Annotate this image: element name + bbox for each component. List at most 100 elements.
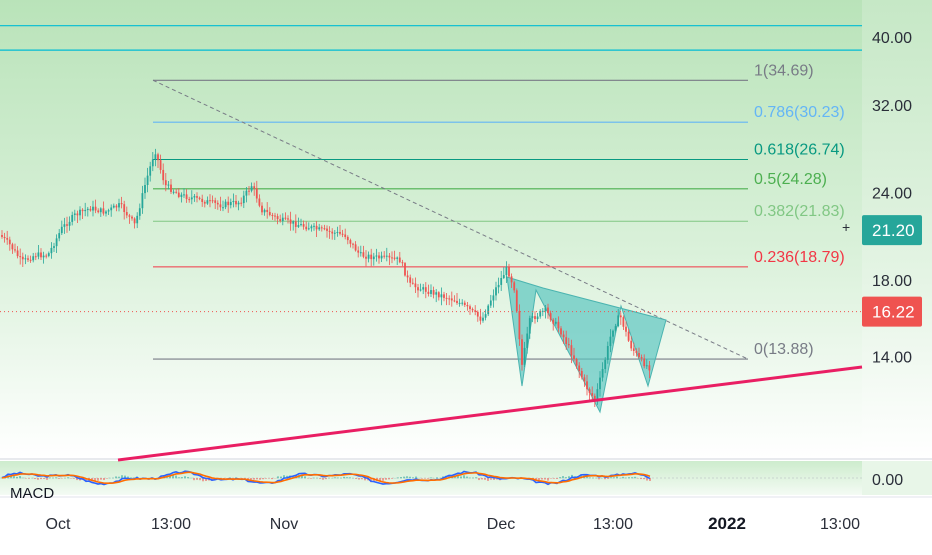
macd-histogram-bar (625, 478, 627, 479)
macd-histogram-bar (49, 477, 51, 478)
macd-indicator-label[interactable]: MACD (10, 485, 54, 502)
macd-histogram-bar (595, 478, 597, 479)
macd-histogram-bar (181, 477, 183, 478)
macd-histogram-bar (100, 478, 102, 480)
macd-histogram-bar (610, 477, 612, 478)
macd-histogram-bar (28, 478, 30, 479)
macd-histogram-bar (640, 478, 642, 479)
macd-histogram-bar (16, 477, 18, 478)
macd-histogram-bar (34, 478, 36, 479)
macd-histogram-bar (538, 478, 540, 480)
macd-histogram-bar (46, 478, 48, 480)
macd-histogram-bar (187, 477, 189, 478)
macd-histogram-bar (634, 477, 636, 478)
macd-histogram-bar (259, 478, 261, 480)
macd-histogram-bar (310, 478, 312, 479)
macd-histogram-bar (355, 478, 357, 479)
fib-level-label: 0(13.88) (754, 341, 814, 358)
macd-histogram-bar (553, 478, 555, 479)
time-tick-label: 2022 (708, 514, 746, 533)
macd-histogram-bar (271, 478, 273, 479)
macd-histogram-bar (97, 478, 99, 481)
price-badge: 21.20 (862, 215, 922, 245)
macd-histogram-bar (397, 477, 399, 478)
macd-histogram-bar (106, 478, 108, 479)
macd-histogram-bar (412, 477, 414, 478)
fib-level-label: 0.382(21.83) (754, 203, 845, 220)
time-tick-label: Oct (46, 516, 71, 533)
macd-histogram-bar (43, 478, 45, 479)
macd-histogram-bar (556, 478, 558, 479)
time-tick-label: 13:00 (151, 516, 191, 533)
macd-histogram-bar (559, 477, 561, 478)
macd-histogram-bar (184, 476, 186, 478)
macd-histogram-bar (256, 478, 258, 479)
macd-histogram-bar (40, 478, 42, 479)
macd-histogram-bar (253, 478, 255, 480)
macd-histogram-bar (58, 478, 60, 479)
macd-histogram-bar (403, 477, 405, 479)
macd-histogram-bar (589, 477, 591, 478)
macd-histogram-bar (343, 477, 345, 478)
macd-histogram-bar (562, 476, 564, 478)
macd-histogram-bar (604, 478, 606, 479)
macd-histogram-bar (436, 477, 438, 478)
macd-histogram-bar (622, 477, 624, 478)
macd-histogram-bar (346, 477, 348, 478)
macd-histogram-bar (385, 478, 387, 480)
time-tick-label: Dec (487, 516, 515, 533)
macd-histogram-bar (22, 478, 24, 479)
fib-level-label: 0.618(26.74) (754, 141, 845, 158)
macd-histogram-bar (103, 478, 105, 480)
macd-histogram-bar (463, 475, 465, 478)
fib-level-label: 1(34.69) (754, 62, 814, 79)
macd-histogram-bar (262, 478, 264, 479)
macd-histogram-bar (592, 478, 594, 479)
macd-histogram-bar (313, 478, 315, 479)
macd-histogram-bar (112, 478, 114, 479)
macd-histogram-bar (196, 478, 198, 480)
macd-histogram-bar (382, 478, 384, 481)
macd-histogram-bar (361, 478, 363, 479)
plot-background (0, 0, 862, 458)
macd-histogram-bar (73, 478, 75, 479)
macd-histogram-bar (565, 477, 567, 478)
macd-histogram-bar (490, 478, 492, 480)
macd-histogram-bar (52, 478, 54, 479)
time-tick-label: Nov (270, 516, 298, 533)
macd-histogram-bar (466, 477, 468, 479)
macd-histogram-bar (400, 477, 402, 478)
macd-histogram-bar (484, 478, 486, 480)
macd-histogram-bar (613, 477, 615, 478)
macd-histogram-bar (19, 476, 21, 478)
macd-histogram-bar (415, 477, 417, 479)
macd-histogram-bar (460, 476, 462, 478)
macd-histogram-bar (550, 478, 552, 479)
macd-histogram-bar (598, 478, 600, 479)
macd-histogram-bar (487, 478, 489, 481)
price-tick-label: 18.00 (872, 273, 912, 290)
macd-histogram-bar (13, 476, 15, 478)
macd-histogram-bar (349, 477, 351, 478)
add-alert-icon[interactable]: + (842, 219, 850, 235)
macd-histogram-bar (322, 478, 324, 480)
macd-histogram-bar (469, 478, 471, 479)
macd-histogram-bar (541, 478, 543, 480)
macd-histogram-bar (616, 477, 618, 479)
macd-histogram-bar (409, 477, 411, 479)
macd-histogram-bar (277, 476, 279, 478)
macd-histogram-bar (358, 478, 360, 480)
macd-histogram-bar (319, 478, 321, 479)
price-tick-label: 32.00 (872, 98, 912, 115)
macd-histogram-bar (646, 478, 648, 481)
macd-histogram-bar (478, 478, 480, 480)
macd-histogram-bar (199, 478, 201, 480)
macd-histogram-bar (193, 478, 195, 480)
macd-histogram-bar (70, 478, 72, 479)
macd-histogram-bar (391, 478, 393, 479)
macd-histogram-bar (304, 476, 306, 478)
macd-histogram-bar (406, 476, 408, 478)
